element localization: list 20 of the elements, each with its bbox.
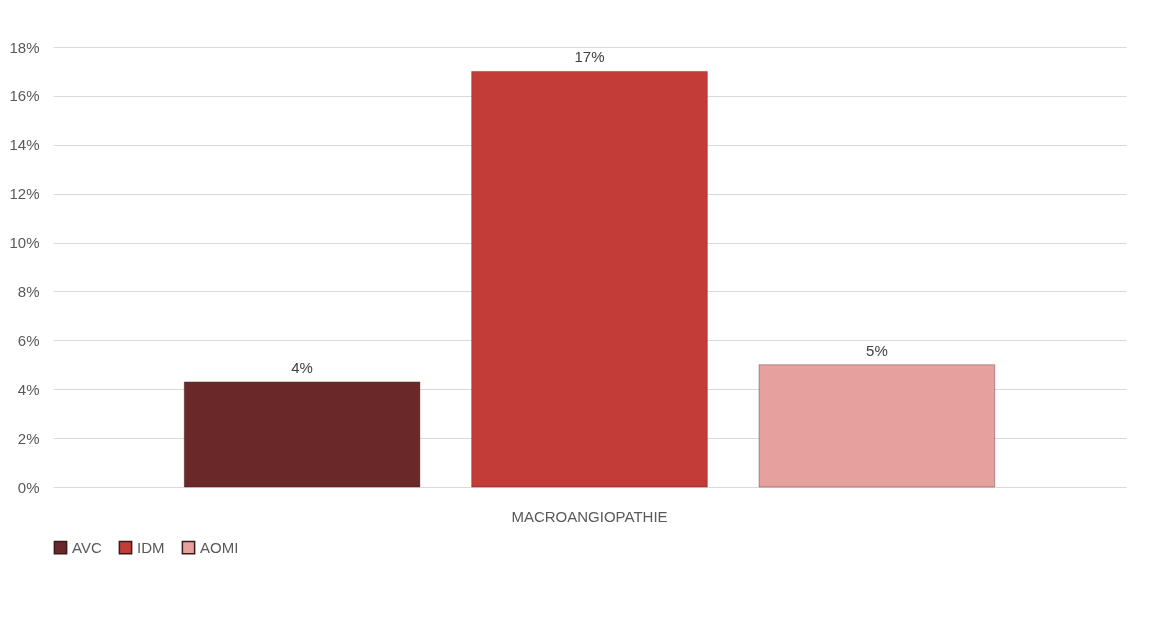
bar [183,381,421,488]
y-tick-label: 18% [9,38,40,56]
legend-label: AVC [72,538,102,556]
y-tick-label: 6% [17,331,40,349]
data-label: 17% [574,48,605,66]
y-tick-label: 4% [17,380,40,398]
x-tick-label: MACROANGIOPATHIE [511,507,668,525]
y-tick-label: 16% [9,87,40,105]
y-tick-label: 8% [17,282,40,300]
y-tick-label: 2% [17,429,40,447]
y-tick-label: 10% [9,234,40,252]
bar [471,70,708,488]
bar [758,364,996,488]
data-label: 4% [291,358,313,376]
y-tick-label: 0% [17,478,40,496]
data-label: 5% [866,341,888,359]
legend-label: AOMI [200,538,239,556]
y-tick-label: 12% [9,185,40,203]
y-tick-label: 14% [9,136,40,154]
legend-label: IDM [137,538,165,556]
